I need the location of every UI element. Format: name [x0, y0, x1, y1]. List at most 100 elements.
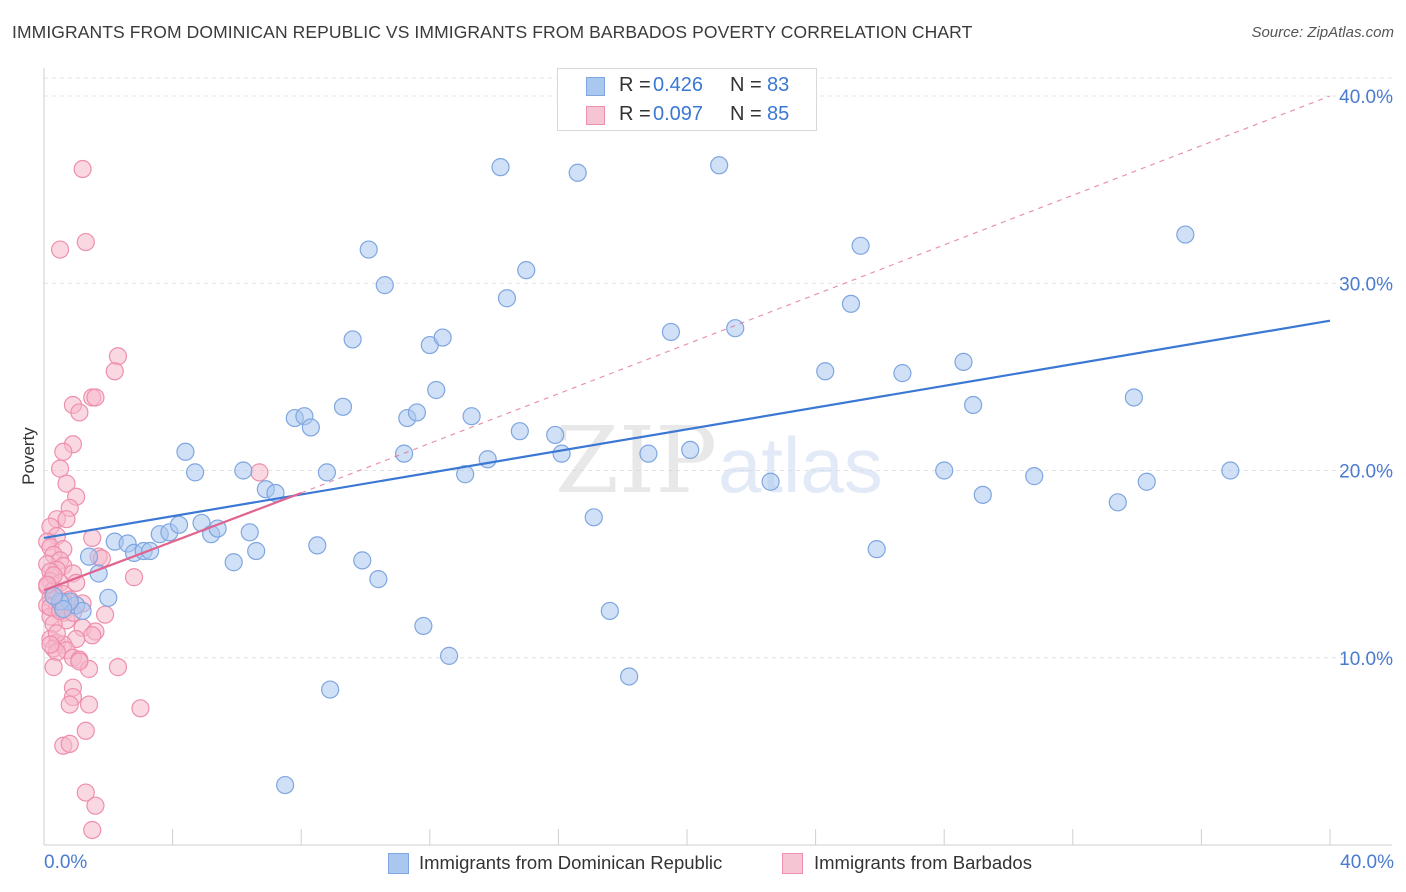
- point-barbados[interactable]: [54, 442, 73, 461]
- source-label: Source: ZipAtlas.com: [1251, 24, 1394, 41]
- r-value: 0.097: [653, 103, 704, 125]
- point-dominican-republic[interactable]: [1137, 472, 1156, 491]
- point-dominican-republic[interactable]: [816, 362, 835, 381]
- point-barbados[interactable]: [70, 403, 89, 422]
- point-dominican-republic[interactable]: [73, 601, 92, 621]
- point-dominican-republic[interactable]: [510, 422, 529, 441]
- point-barbados[interactable]: [250, 463, 269, 482]
- point-dominican-republic[interactable]: [1025, 467, 1044, 486]
- point-barbados[interactable]: [76, 232, 95, 252]
- point-dominican-republic[interactable]: [600, 601, 619, 621]
- point-dominican-republic[interactable]: [973, 485, 992, 504]
- point-dominican-republic[interactable]: [620, 667, 639, 686]
- point-dominican-republic[interactable]: [333, 397, 353, 416]
- point-dominican-republic[interactable]: [369, 570, 388, 589]
- point-dominican-republic[interactable]: [681, 440, 700, 460]
- point-dominican-republic[interactable]: [407, 403, 427, 422]
- point-dominican-republic[interactable]: [439, 646, 459, 665]
- point-dominican-republic[interactable]: [427, 380, 446, 400]
- point-dominican-republic[interactable]: [462, 407, 481, 426]
- point-dominican-republic[interactable]: [710, 156, 729, 175]
- point-dominican-republic[interactable]: [867, 540, 886, 559]
- point-dominican-republic[interactable]: [169, 515, 189, 534]
- point-dominican-republic[interactable]: [433, 328, 452, 347]
- point-dominican-republic[interactable]: [240, 523, 259, 542]
- point-dominican-republic[interactable]: [954, 352, 973, 371]
- legend-swatch-blue: [586, 77, 605, 96]
- point-dominican-republic[interactable]: [568, 163, 587, 182]
- point-dominican-republic[interactable]: [964, 395, 983, 415]
- point-dominican-republic[interactable]: [726, 319, 745, 338]
- legend-stats: R = 0.426 N = 83 R = 0.097 N = 85: [557, 68, 817, 131]
- point-barbados[interactable]: [108, 658, 128, 677]
- watermark-zip: ZIP: [555, 407, 717, 514]
- legend-series: Immigrants from Dominican Republic Immig…: [0, 851, 1406, 877]
- point-dominican-republic[interactable]: [321, 680, 340, 699]
- point-dominican-republic[interactable]: [841, 294, 861, 313]
- point-dominican-republic[interactable]: [478, 450, 497, 469]
- point-dominican-republic[interactable]: [851, 236, 870, 255]
- point-barbados[interactable]: [83, 626, 102, 645]
- point-dominican-republic[interactable]: [375, 276, 394, 295]
- point-barbados[interactable]: [105, 362, 124, 381]
- point-dominican-republic[interactable]: [234, 461, 253, 480]
- point-barbados[interactable]: [108, 347, 128, 366]
- point-dominican-republic[interactable]: [761, 472, 780, 491]
- point-dominican-republic[interactable]: [414, 616, 433, 636]
- n-value: 85: [767, 103, 790, 125]
- point-dominican-republic[interactable]: [99, 588, 118, 607]
- point-barbados[interactable]: [60, 695, 79, 714]
- point-dominican-republic[interactable]: [661, 322, 681, 342]
- point-dominican-republic[interactable]: [247, 541, 266, 561]
- point-dominican-republic[interactable]: [186, 463, 205, 482]
- point-dominican-republic[interactable]: [639, 444, 658, 463]
- point-dominican-republic[interactable]: [935, 461, 954, 480]
- n-label: N =: [730, 103, 762, 125]
- x-tick-label-min: 0.0%: [44, 852, 88, 873]
- point-dominican-republic[interactable]: [893, 364, 912, 383]
- point-dominican-republic[interactable]: [54, 599, 73, 619]
- point-barbados[interactable]: [44, 658, 63, 677]
- point-barbados[interactable]: [79, 695, 99, 714]
- point-dominican-republic[interactable]: [491, 158, 510, 177]
- point-dominican-republic[interactable]: [1108, 493, 1127, 512]
- point-dominican-republic[interactable]: [308, 536, 327, 555]
- point-dominican-republic[interactable]: [517, 261, 536, 280]
- point-barbados[interactable]: [95, 605, 115, 624]
- point-dominican-republic[interactable]: [317, 463, 337, 482]
- point-barbados[interactable]: [76, 721, 95, 740]
- point-barbados[interactable]: [86, 796, 105, 815]
- point-barbados[interactable]: [57, 474, 76, 493]
- point-barbados[interactable]: [50, 459, 70, 478]
- point-dominican-republic[interactable]: [1124, 388, 1143, 407]
- point-dominican-republic[interactable]: [584, 508, 603, 527]
- point-barbados[interactable]: [83, 528, 102, 548]
- point-barbados[interactable]: [76, 783, 95, 802]
- point-barbados[interactable]: [60, 734, 79, 753]
- x-tick-label-max: 40.0%: [1340, 852, 1394, 873]
- point-dominican-republic[interactable]: [1176, 225, 1195, 244]
- point-barbados[interactable]: [83, 820, 102, 840]
- point-dominican-republic[interactable]: [497, 289, 517, 308]
- point-barbados[interactable]: [124, 568, 144, 587]
- point-barbados[interactable]: [67, 573, 86, 592]
- point-dominican-republic[interactable]: [552, 444, 571, 463]
- point-barbados[interactable]: [131, 699, 150, 718]
- point-barbados[interactable]: [41, 635, 60, 654]
- point-dominican-republic[interactable]: [224, 553, 243, 572]
- point-dominican-republic[interactable]: [546, 425, 565, 445]
- point-barbados[interactable]: [50, 240, 70, 259]
- point-barbados[interactable]: [86, 388, 105, 407]
- point-dominican-republic[interactable]: [1221, 461, 1240, 480]
- point-barbados[interactable]: [70, 652, 89, 671]
- point-dominican-republic[interactable]: [359, 240, 378, 259]
- point-dominican-republic[interactable]: [79, 547, 99, 566]
- point-dominican-republic[interactable]: [343, 330, 362, 349]
- point-dominican-republic[interactable]: [176, 442, 195, 461]
- point-dominican-republic[interactable]: [276, 775, 295, 795]
- point-barbados[interactable]: [57, 510, 76, 529]
- point-dominican-republic[interactable]: [301, 418, 320, 437]
- point-barbados[interactable]: [73, 159, 92, 179]
- point-dominican-republic[interactable]: [353, 551, 372, 570]
